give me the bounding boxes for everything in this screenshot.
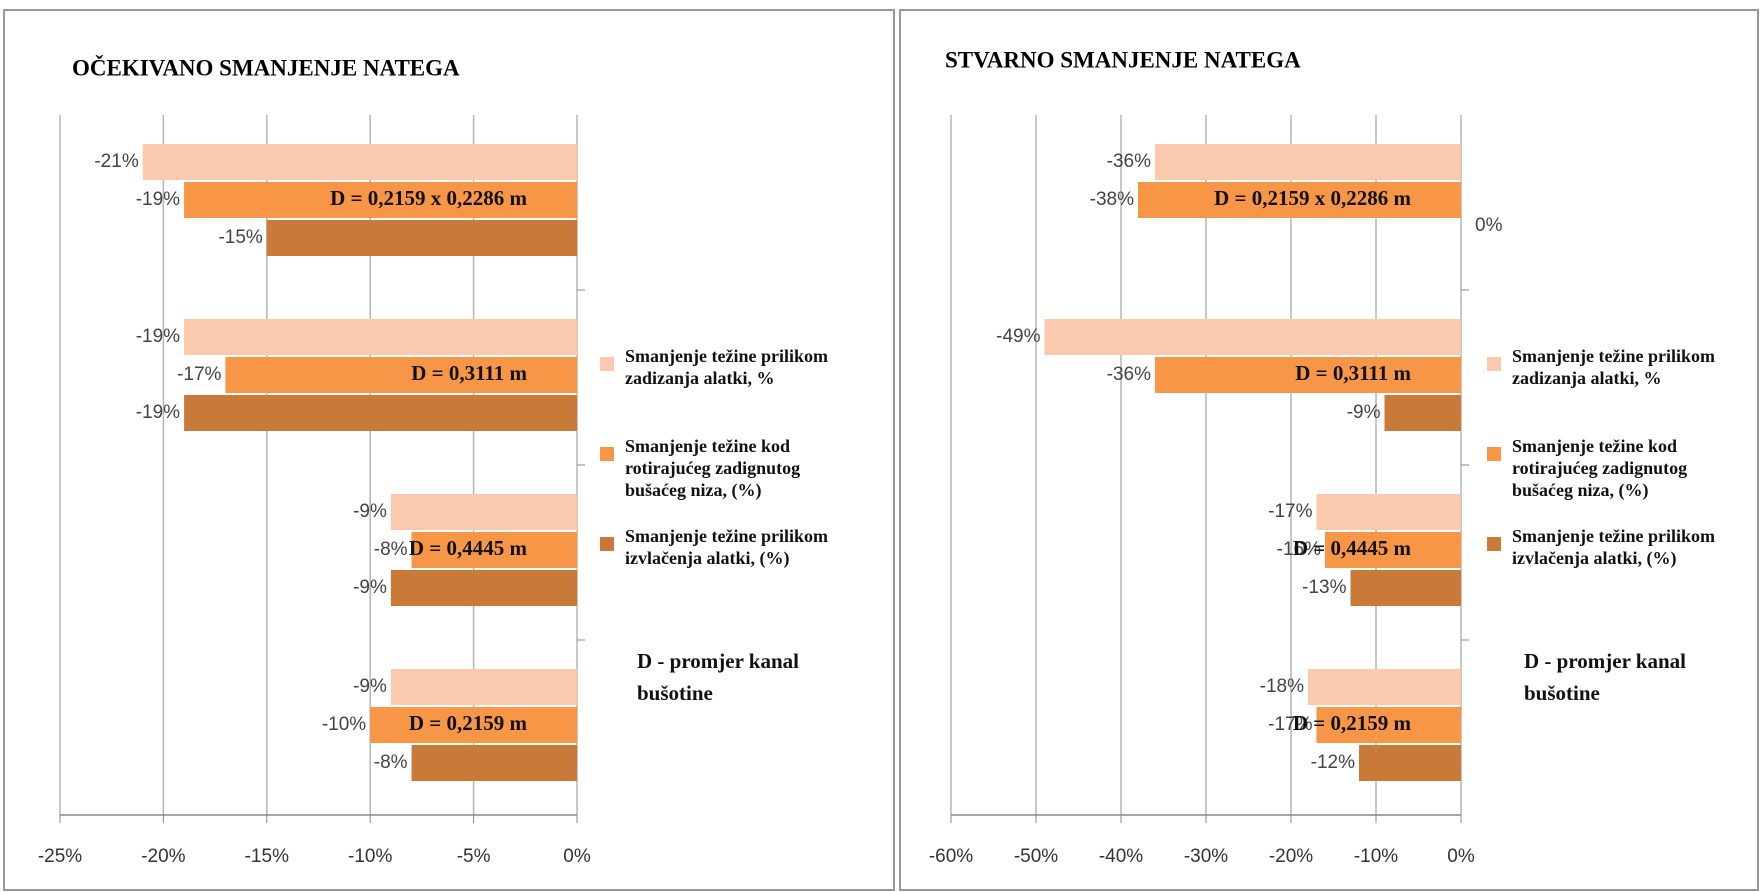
value-label: 0% [1475,215,1503,236]
legend-swatch [1487,357,1501,371]
value-label: -15% [218,227,262,248]
bar [1316,494,1461,530]
value-label: -36% [1107,151,1151,172]
bar [411,532,577,568]
category-label: D = 0,2159 m [409,711,528,735]
value-label: -12% [1311,752,1355,773]
category-label: D = 0,2159 x 0,2286 m [330,186,527,210]
bar [390,669,577,705]
x-tick-label: -30% [1184,846,1228,867]
bar [370,707,577,743]
value-label: -8% [374,752,408,773]
legend-entry: Smanjenje težine prilikom izvlačenja ala… [625,526,828,568]
bar [1155,144,1461,180]
x-tick-label: -50% [1014,846,1058,867]
value-label: -17% [1268,714,1312,735]
legend-swatch [600,357,614,371]
x-tick-label: 0% [1447,846,1475,867]
x-tick-label: 0% [563,846,591,867]
value-label: -17% [1268,501,1312,522]
bar [1316,707,1461,743]
bar [1044,319,1461,355]
bar [390,570,577,606]
legend-entry: Smanjenje težine prilikom zadizanja alat… [1512,346,1715,388]
value-label: -19% [136,402,180,423]
chart-title: STVARNO SMANJENJE NATEGA [945,47,1301,72]
legend-swatch [600,537,614,551]
legend-entry: Smanjenje težine prilikom izvlačenja ala… [1512,526,1715,568]
bar [1359,745,1461,781]
note: D - promjer kanal bušotine [1524,649,1686,705]
bar [142,144,577,180]
x-tick-label: -20% [1269,846,1313,867]
value-label: -9% [1347,402,1381,423]
bar [411,745,577,781]
x-tick-label: -15% [245,846,289,867]
category-label: D = 0,4445 m [1293,536,1412,560]
bar [225,357,577,393]
x-tick-label: -40% [1099,846,1143,867]
legend-swatch [1487,537,1501,551]
x-tick-label: -5% [457,846,491,867]
legend-entry: Smanjenje težine kod rotirajućeg zadignu… [1512,436,1688,500]
value-label: -9% [353,676,387,697]
note: D - promjer kanal bušotine [637,649,799,705]
panel-border [3,9,895,891]
value-label: -9% [353,501,387,522]
x-tick-label: -60% [929,846,973,867]
category-label: D = 0,2159 m [1293,711,1412,735]
value-label: -21% [94,151,138,172]
value-label: -13% [1302,577,1346,598]
value-label: -18% [1260,676,1304,697]
category-label: D = 0,3111 m [411,361,527,385]
value-label: -38% [1090,189,1134,210]
bar [1308,669,1461,705]
bar [1325,532,1461,568]
x-tick-label: -10% [1354,846,1398,867]
value-label: -19% [136,189,180,210]
category-label: D = 0,2159 x 0,2286 m [1214,186,1411,210]
x-tick-label: -20% [141,846,185,867]
bar [1350,570,1461,606]
category-label: D = 0,3111 m [1295,361,1411,385]
panel-border [899,9,1759,891]
bar [266,220,577,256]
x-tick-label: -10% [348,846,392,867]
chart-title: OČEKIVANO SMANJENJE NATEGA [72,54,460,80]
value-label: -10% [322,714,366,735]
bar [1155,357,1461,393]
category-label: D = 0,4445 m [409,536,528,560]
value-label: -49% [996,326,1040,347]
legend-swatch [1487,447,1501,461]
bar [184,182,577,218]
bar [390,494,577,530]
value-label: -17% [177,364,221,385]
legend-swatch [600,447,614,461]
x-tick-label: -25% [38,846,82,867]
value-label: -8% [374,539,408,560]
value-label: -19% [136,326,180,347]
legend-entry: Smanjenje težine prilikom zadizanja alat… [625,346,828,388]
value-label: -9% [353,577,387,598]
bar [1138,182,1461,218]
value-label: -36% [1107,364,1151,385]
value-label: -16% [1277,539,1321,560]
bar [184,319,577,355]
legend-entry: Smanjenje težine kod rotirajućeg zadignu… [625,436,801,500]
bar [1384,395,1461,431]
bar [184,395,577,431]
